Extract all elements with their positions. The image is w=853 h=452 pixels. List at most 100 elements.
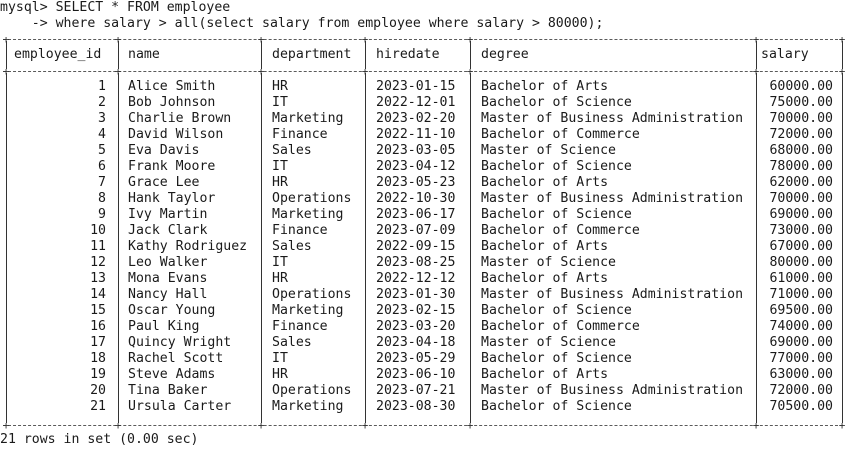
table-cell-department: Operations	[272, 191, 352, 206]
table-cell-employee-id: 12	[90, 255, 106, 270]
table-cell-degree: Bachelor of Science	[481, 303, 632, 318]
table-cell-name: Quincy Wright	[128, 335, 232, 350]
column-header-hiredate: hiredate	[376, 47, 440, 62]
table-cell-degree: Master of Business Administration	[481, 191, 744, 206]
table-cell-hiredate: 2022-11-10	[376, 127, 456, 142]
table-cell-name: Frank Moore	[128, 159, 216, 174]
table-cell-name: Alice Smith	[128, 79, 216, 94]
table-cell-name: David Wilson	[128, 127, 224, 142]
table-cell-employee-id: 11	[90, 239, 106, 254]
table-cell-department: HR	[272, 271, 288, 286]
table-corner: +	[2, 33, 10, 46]
table-cell-name: Tina Baker	[128, 383, 208, 398]
table-cell-hiredate: 2023-02-20	[376, 111, 456, 126]
table-cell-salary: 70000.00	[769, 111, 833, 126]
table-cell-degree: Bachelor of Science	[481, 351, 632, 366]
table-cell-employee-id: 18	[90, 351, 106, 366]
table-cell-employee-id: 16	[90, 319, 106, 334]
table-cell-employee-id: 7	[98, 175, 106, 190]
table-cell-department: Sales	[272, 335, 312, 350]
table-cell-name: Bob Johnson	[128, 95, 216, 110]
table-cell-salary: 73000.00	[769, 223, 833, 238]
table-cell-hiredate: 2022-10-30	[376, 191, 456, 206]
table-corner: +	[752, 33, 760, 46]
table-cell-degree: Bachelor of Science	[481, 159, 632, 174]
table-corner: +	[838, 65, 846, 78]
table-cell-hiredate: 2023-01-30	[376, 287, 456, 302]
table-cell-name: Jack Clark	[128, 223, 208, 238]
table-cell-hiredate: 2023-08-25	[376, 255, 456, 270]
column-header-employee-id: employee_id	[14, 47, 102, 62]
table-cell-employee-id: 17	[90, 335, 106, 350]
table-column-border	[6, 41, 7, 69]
table-cell-hiredate: 2023-08-30	[376, 399, 456, 414]
table-cell-department: IT	[272, 159, 288, 174]
table-cell-salary: 60000.00	[769, 79, 833, 94]
table-cell-hiredate: 2023-06-10	[376, 367, 456, 382]
table-corner: +	[257, 33, 265, 46]
table-cell-degree: Bachelor of Arts	[481, 79, 609, 94]
table-cell-degree: Bachelor of Commerce	[481, 223, 640, 238]
table-cell-salary: 68000.00	[769, 143, 833, 158]
table-cell-degree: Bachelor of Arts	[481, 239, 609, 254]
table-cell-salary: 63000.00	[769, 367, 833, 382]
table-cell-hiredate: 2023-01-15	[376, 79, 456, 94]
table-cell-employee-id: 10	[90, 223, 106, 238]
table-cell-employee-id: 13	[90, 271, 106, 286]
table-cell-employee-id: 5	[98, 143, 106, 158]
table-cell-degree: Bachelor of Science	[481, 95, 632, 110]
table-cell-degree: Bachelor of Arts	[481, 367, 609, 382]
table-cell-employee-id: 21	[90, 399, 106, 414]
table-column-border	[470, 41, 471, 69]
table-corner: +	[466, 419, 474, 432]
table-cell-employee-id: 20	[90, 383, 106, 398]
table-cell-department: HR	[272, 79, 288, 94]
table-cell-degree: Bachelor of Commerce	[481, 127, 640, 142]
table-cell-name: Paul King	[128, 319, 200, 334]
sql-prompt-line-2: -> where salary > all(select salary from…	[0, 16, 604, 31]
table-cell-department: HR	[272, 175, 288, 190]
table-cell-department: IT	[272, 95, 288, 110]
table-cell-salary: 80000.00	[769, 255, 833, 270]
table-cell-name: Ivy Martin	[128, 207, 208, 222]
table-cell-salary: 69000.00	[769, 335, 833, 350]
table-cell-department: Sales	[272, 143, 312, 158]
table-corner: +	[752, 65, 760, 78]
table-cell-degree: Master of Science	[481, 143, 616, 158]
table-cell-salary: 70500.00	[769, 399, 833, 414]
table-cell-department: HR	[272, 367, 288, 382]
table-cell-department: Sales	[272, 239, 312, 254]
table-corner: +	[361, 33, 369, 46]
table-corner: +	[2, 65, 10, 78]
table-border-line: + + + + + + +	[3, 65, 846, 78]
table-cell-department: Finance	[272, 223, 328, 238]
table-cell-salary: 61000.00	[769, 271, 833, 286]
table-cell-salary: 77000.00	[769, 351, 833, 366]
table-cell-department: IT	[272, 351, 288, 366]
table-cell-employee-id: 3	[98, 111, 106, 126]
table-cell-degree: Master of Business Administration	[481, 383, 744, 398]
table-cell-salary: 69500.00	[769, 303, 833, 318]
table-cell-name: Charlie Brown	[128, 111, 232, 126]
table-cell-department: IT	[272, 255, 288, 270]
table-column-border	[842, 73, 843, 423]
table-cell-name: Eva Davis	[128, 143, 200, 158]
table-cell-salary: 69000.00	[769, 207, 833, 222]
table-cell-salary: 71000.00	[769, 287, 833, 302]
table-cell-name: Kathy Rodriguez	[128, 239, 248, 254]
table-column-border	[261, 73, 262, 423]
table-cell-name: Oscar Young	[128, 303, 216, 318]
table-border-line: + + + + + + +	[3, 33, 846, 46]
table-cell-hiredate: 2023-07-21	[376, 383, 456, 398]
table-corner: +	[361, 65, 369, 78]
table-cell-hiredate: 2023-06-17	[376, 207, 456, 222]
table-corner: +	[838, 419, 846, 432]
table-column-border	[756, 41, 757, 69]
result-summary: 21 rows in set (0.00 sec)	[0, 432, 199, 447]
table-cell-degree: Bachelor of Arts	[481, 271, 609, 286]
table-cell-name: Nancy Hall	[128, 287, 208, 302]
table-cell-name: Rachel Scott	[128, 351, 224, 366]
table-cell-degree: Master of Business Administration	[481, 111, 744, 126]
table-cell-degree: Bachelor of Arts	[481, 175, 609, 190]
